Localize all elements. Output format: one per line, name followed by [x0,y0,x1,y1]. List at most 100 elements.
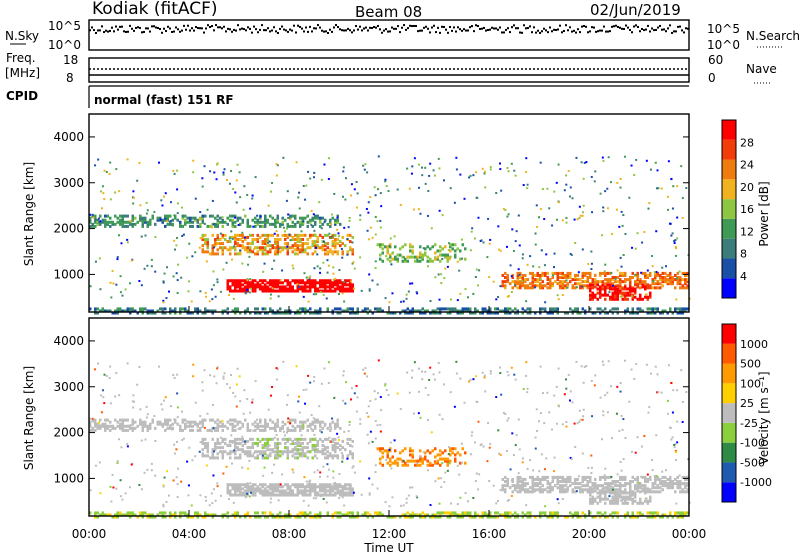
power-cell [506,278,509,282]
power-cell [531,286,534,290]
power-cell [309,289,312,293]
velocity-cell [353,392,356,395]
velocity-cell [436,511,439,515]
velocity-cell [406,371,409,374]
power-cell [275,226,278,229]
velocity-cell [561,475,564,479]
velocity-cell [341,513,344,517]
power-cell [626,309,629,313]
velocity-cell [495,396,498,399]
power-cell [309,235,312,239]
power-cell [336,242,339,246]
power-cell [89,307,92,311]
velocity-cell [606,391,609,394]
power-cell [301,279,304,283]
power-cell [449,307,452,311]
power-cell [154,222,157,226]
velocity-cell [596,511,599,515]
velocity-cell [204,454,207,458]
velocity-cell [646,480,649,484]
power-cell [641,271,644,275]
velocity-cell [263,466,266,469]
power-cell [141,224,144,228]
velocity-cell [620,469,623,472]
power-cell [586,278,589,282]
power-cell [504,286,507,290]
velocity-cell [379,513,382,517]
velocity-cell [411,486,414,489]
velocity-cell [619,486,622,490]
power-cell [314,240,317,244]
power-cell [332,266,335,269]
velocity-cell [506,515,509,519]
power-cell [305,276,308,279]
power-cell [161,218,164,222]
power-cell [684,278,687,282]
power-cell [140,218,143,221]
velocity-cell [201,439,204,443]
velocity-cell [129,511,132,515]
power-cell [684,307,687,311]
power-cell [389,253,392,257]
velocity-cell [204,511,207,515]
velocity-cell [291,428,294,432]
velocity-cell [351,454,354,458]
power-cell [101,307,104,311]
velocity-cell [469,511,472,515]
power-cell [594,293,597,297]
power-cell [131,214,134,218]
velocity-cell [299,485,302,489]
velocity-cell [306,450,309,454]
velocity-cell [196,515,199,519]
power-cell [299,222,302,226]
velocity-cell [234,428,237,432]
power-cell [424,247,427,251]
nsky-point [587,31,589,34]
nsky-point [123,30,125,33]
velocity-cell [664,513,667,517]
velocity-cell [506,482,509,486]
velocity-cell [194,513,197,517]
power-cell [229,287,232,291]
velocity-cell [654,490,657,494]
power-cell [157,161,160,164]
velocity-cell [386,453,389,457]
power-cell [236,283,239,287]
velocity-cell [106,424,109,428]
velocity-cell [559,490,562,494]
power-cell [579,311,582,315]
velocity-cell [295,365,298,368]
velocity-cell [394,459,397,463]
power-cell [671,276,674,280]
velocity-cell [669,513,672,517]
velocity-cell [649,511,652,515]
velocity-cell [294,428,297,432]
power-cell [336,216,339,219]
nsky-point [599,29,601,32]
velocity-cell [681,482,684,486]
velocity-cell [522,388,525,391]
power-cell [619,291,622,295]
nsky-point [243,28,245,31]
velocity-cell [106,513,109,517]
velocity-cell [616,484,619,488]
nsky-point [211,25,213,28]
power-cell [314,285,317,289]
velocity-cell [626,511,629,515]
velocity-cell [231,428,234,432]
velocity-cell [636,489,639,493]
power-cell [657,187,660,190]
velocity-cell [274,485,277,489]
power-cell [400,300,403,303]
power-cell [586,276,589,280]
velocity-cell [601,497,604,501]
power-cell [476,196,479,199]
velocity-cell [246,492,249,495]
velocity-cell [379,449,382,453]
velocity-cell [366,375,369,378]
power-cell [244,214,247,218]
velocity-cell [314,426,317,430]
velocity-cell [249,454,252,458]
velocity-cell [169,511,172,515]
power-cell [413,157,416,160]
